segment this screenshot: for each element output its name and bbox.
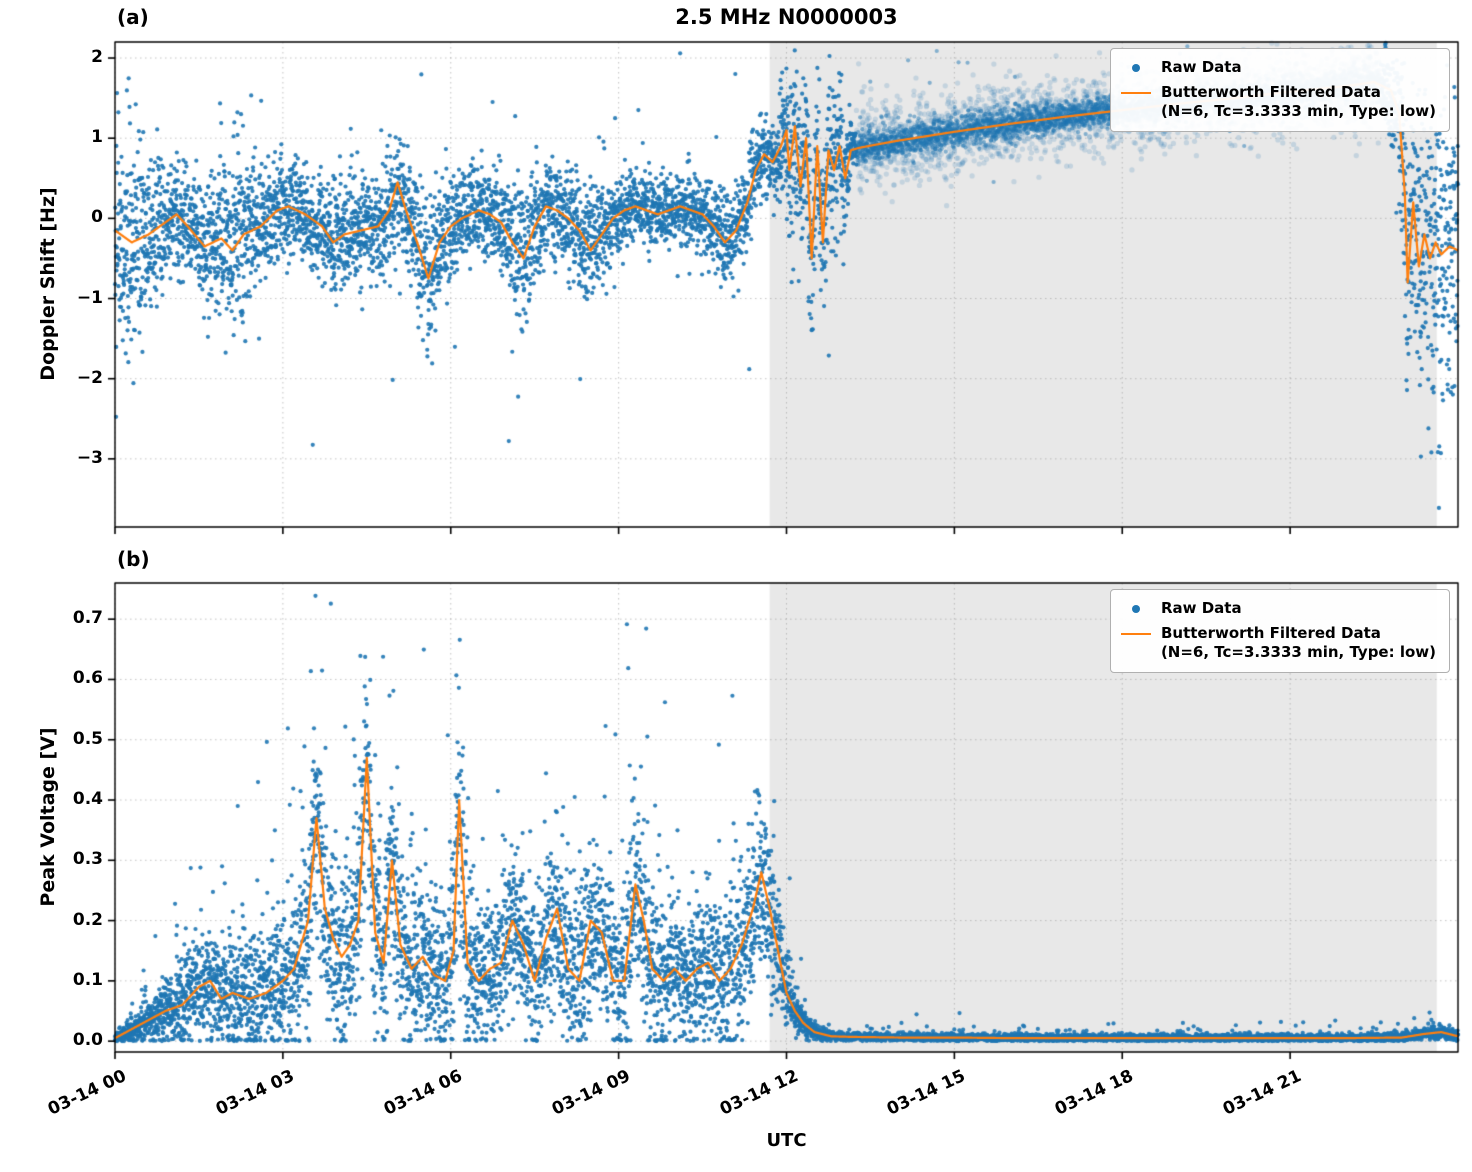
plot-canvas [0,0,1472,1172]
figure: 2.5 MHz N0000003 (a) (b) Doppler Shift [… [0,0,1472,1172]
